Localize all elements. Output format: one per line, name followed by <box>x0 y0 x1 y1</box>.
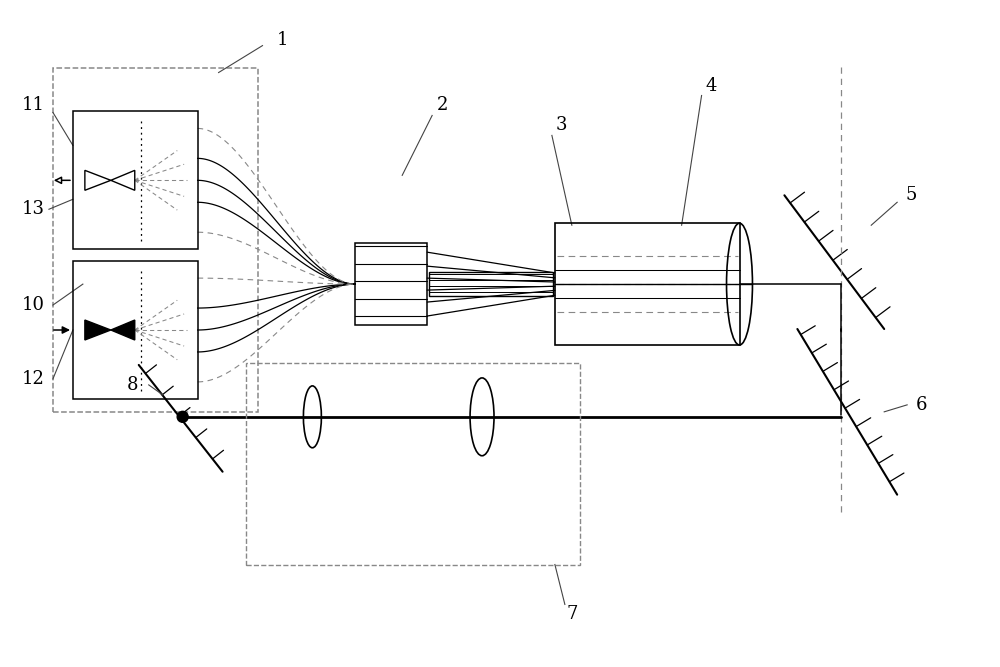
Circle shape <box>177 412 188 422</box>
Text: 4: 4 <box>706 77 717 95</box>
Text: 7: 7 <box>566 606 578 624</box>
Bar <box>355 243 427 325</box>
Text: 3: 3 <box>556 117 568 135</box>
Text: 6: 6 <box>915 396 927 414</box>
Polygon shape <box>111 320 135 340</box>
Text: 5: 5 <box>905 186 917 204</box>
Bar <box>53 67 258 412</box>
Bar <box>429 272 553 296</box>
Polygon shape <box>85 320 111 340</box>
Text: 2: 2 <box>436 97 448 115</box>
Bar <box>73 111 198 249</box>
Text: 1: 1 <box>277 31 288 49</box>
Text: 12: 12 <box>22 370 44 388</box>
Text: 13: 13 <box>21 200 44 218</box>
Text: 8: 8 <box>127 376 139 394</box>
Bar <box>246 363 580 564</box>
Bar <box>555 223 740 345</box>
Text: 10: 10 <box>21 296 44 314</box>
Text: 11: 11 <box>21 97 44 115</box>
Bar <box>73 261 198 399</box>
